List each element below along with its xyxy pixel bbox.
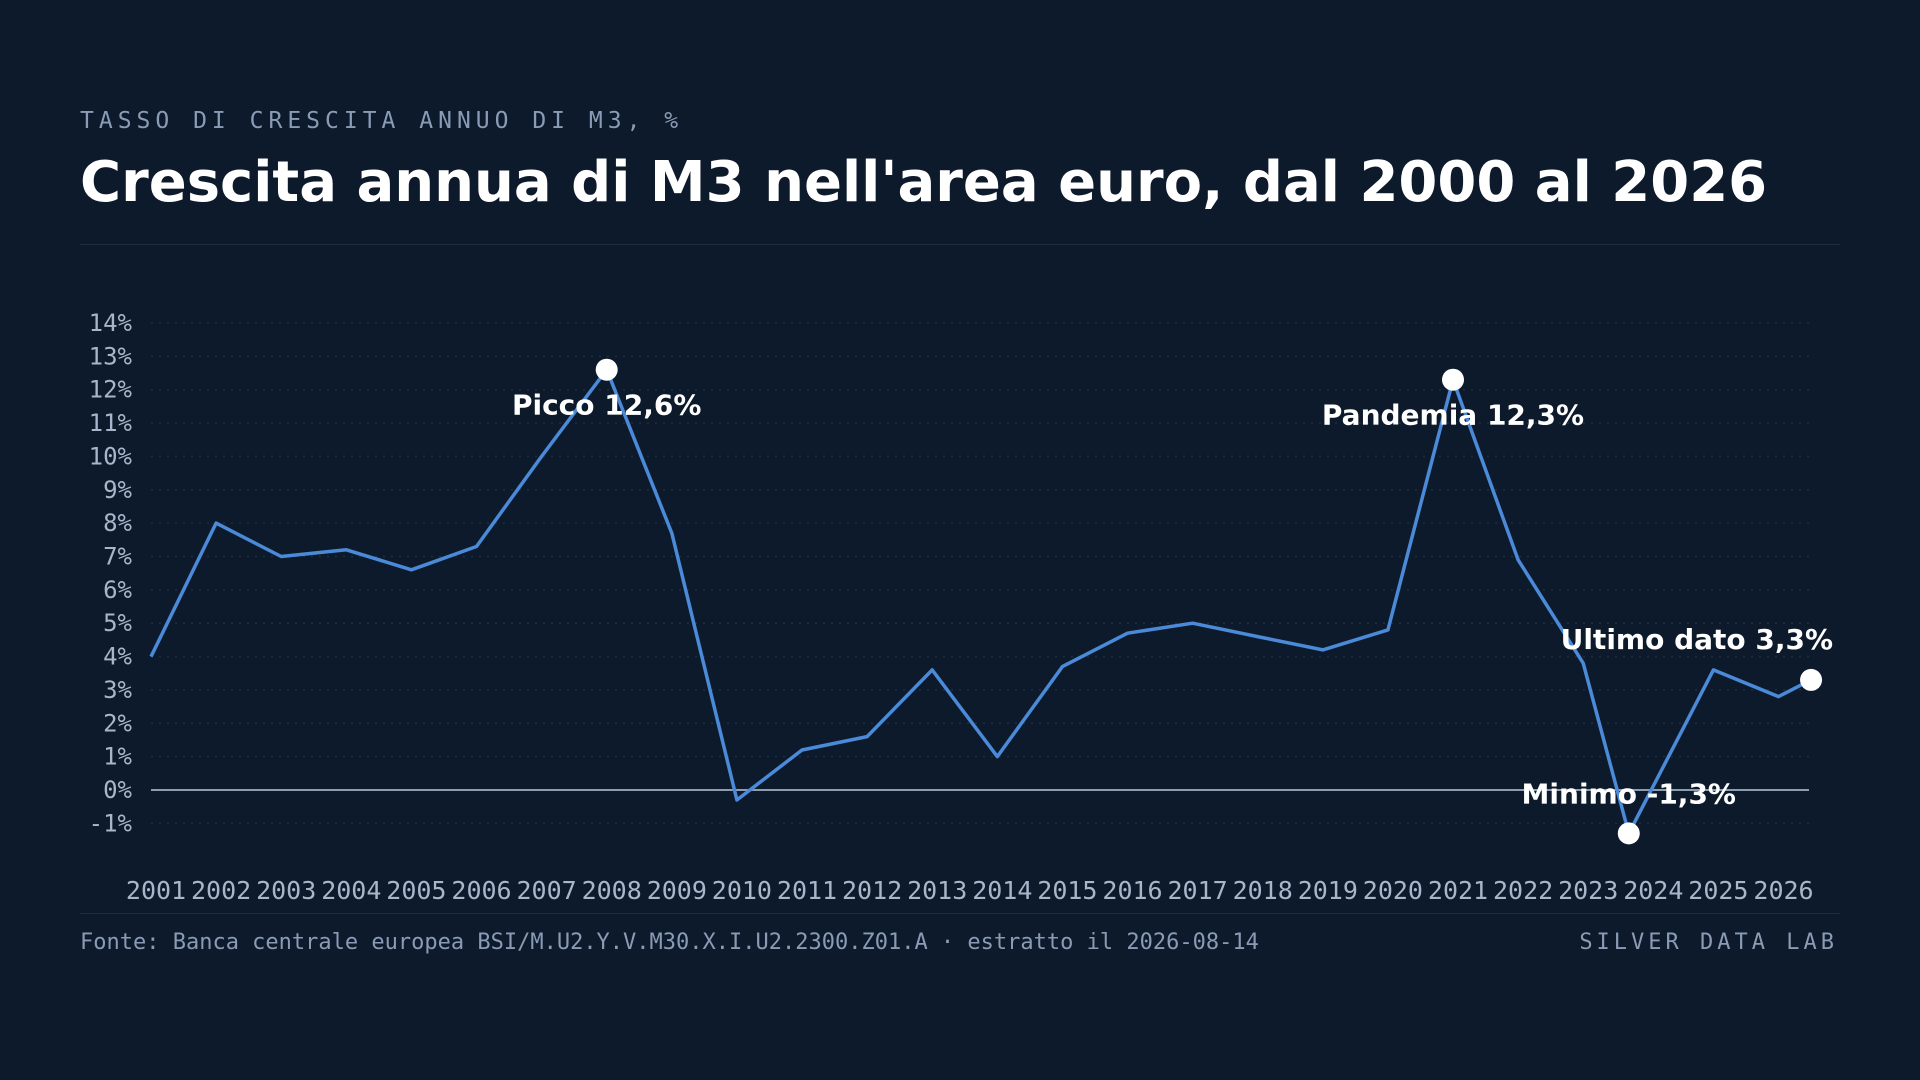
annotation-label: Ultimo dato 3,3% <box>1561 623 1833 656</box>
annotation-label: Pandemia 12,3% <box>1322 399 1584 432</box>
y-tick-label: 5% <box>103 609 132 637</box>
annotation-marker <box>1617 822 1640 845</box>
series-line <box>149 367 1812 836</box>
y-tick-label: 0% <box>103 776 132 804</box>
x-tick-label: 2022 <box>1493 876 1553 905</box>
y-tick-label: 3% <box>103 676 132 704</box>
x-tick-label: 2020 <box>1363 876 1423 905</box>
brand-label: SILVER DATA LAB <box>1579 930 1838 955</box>
x-tick-label: 2005 <box>386 876 446 905</box>
x-tick-label: 2006 <box>451 876 511 905</box>
x-tick-label: 2008 <box>582 876 642 905</box>
annotation-markers <box>595 358 1823 845</box>
x-tick-label: 2011 <box>777 876 837 905</box>
x-tick-label: 2015 <box>1037 876 1097 905</box>
y-tick-label: 4% <box>103 643 132 671</box>
y-tick-label: 13% <box>89 342 133 370</box>
chart-kicker: TASSO DI CRESCITA ANNUO DI M3, % <box>80 108 684 134</box>
x-tick-label: 2010 <box>712 876 772 905</box>
y-tick-label: 12% <box>89 376 133 404</box>
x-tick-label: 2023 <box>1558 876 1618 905</box>
y-tick-label: 1% <box>103 743 132 771</box>
y-tick-label: 14% <box>89 309 133 337</box>
x-tick-label: 2017 <box>1167 876 1227 905</box>
y-tick-label: 10% <box>89 442 133 470</box>
annotation-marker <box>1442 368 1464 391</box>
y-tick-label: 9% <box>103 476 132 504</box>
annotation-labels: Picco 12,6% Pandemia 12,3% Minimo -1,3% Ult… <box>512 389 1833 811</box>
y-tick-label: 7% <box>103 543 132 571</box>
x-tick-label: 2026 <box>1753 876 1813 905</box>
x-tick-label: 2007 <box>516 876 576 905</box>
x-tick-label: 2024 <box>1623 876 1683 905</box>
annotation-label: Picco 12,6% <box>512 389 701 422</box>
source-note: Fonte: Banca centrale europea BSI/M.U2.Y… <box>80 930 1259 955</box>
x-tick-label: 2014 <box>972 876 1032 905</box>
y-tick-label: -1% <box>89 809 133 837</box>
x-tick-label: 2003 <box>256 876 316 905</box>
y-tick-label: 11% <box>89 409 133 437</box>
x-tick-label: 2019 <box>1298 876 1358 905</box>
x-tick-label: 2013 <box>907 876 967 905</box>
footer-divider <box>80 913 1840 914</box>
x-tick-label: 2012 <box>842 876 902 905</box>
annotation-label: Minimo -1,3% <box>1522 777 1736 810</box>
x-tick-label: 2001 <box>126 876 186 905</box>
y-axis-ticks: -1% 0% 1% 2% 3% 4% 5% 6% 7% 8% 9% 10% 11% 12% 13% 14% <box>89 309 133 837</box>
x-tick-label: 2025 <box>1688 876 1748 905</box>
x-tick-label: 2016 <box>1102 876 1162 905</box>
x-tick-label: 2002 <box>191 876 251 905</box>
x-tick-label: 2021 <box>1428 876 1488 905</box>
x-tick-label: 2004 <box>321 876 381 905</box>
chart-title: Crescita annua di M3 nell'area euro, dal… <box>80 150 1768 215</box>
y-tick-label: 2% <box>103 709 132 737</box>
y-tick-label: 8% <box>103 509 132 537</box>
x-axis-ticks: 2001 2002 2003 2004 2005 2006 2007 2008 2009 2010… <box>126 876 1814 905</box>
annotation-marker <box>595 358 618 381</box>
annotation-marker <box>1800 668 1823 691</box>
x-tick-label: 2018 <box>1233 876 1293 905</box>
header-divider <box>80 244 1840 245</box>
x-tick-label: 2009 <box>647 876 707 905</box>
y-tick-label: 6% <box>103 576 132 604</box>
